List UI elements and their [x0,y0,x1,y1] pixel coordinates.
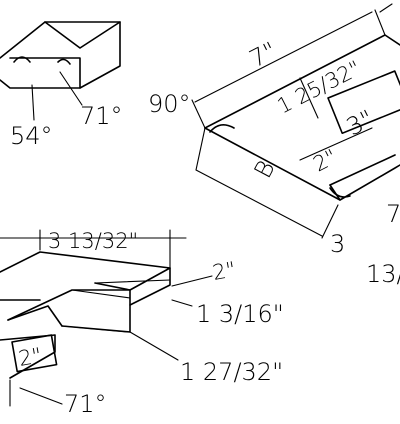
top-left-leader-a [31,84,35,121]
width-dim-line [299,77,319,119]
end-dim-box [327,70,400,135]
bar-end-face [329,154,396,186]
face-dim-label: 2" [211,257,238,285]
angle-54-label: 54° [10,122,53,150]
small-dim-box [11,334,58,373]
top-left-arc-a [13,56,31,63]
block-thickness-line [94,279,171,284]
top-right-tick [379,3,393,13]
width-label: 1 25/32" [273,56,364,118]
bottom-left-part: 3 13/32" 2" 1 3/16" 1 27/32" 2" 71° [0,229,284,418]
bar-bottom-edge [329,184,341,201]
top-left-arc-b [57,58,71,65]
corner-arc [209,124,235,133]
thickness-label: 1 3/16" [196,300,284,328]
angle-71-label: 71° [80,102,123,130]
bottom-arc [329,187,351,198]
block-mid-line [71,289,131,299]
side-dim-line [299,127,373,161]
top-left-outline [0,21,121,89]
small-dim-label: 2" [17,343,44,371]
length-ext-right [374,9,386,36]
angle-71-bottom-label: 71° [64,390,107,418]
block-slope-edge [7,305,63,327]
length-dim-line [194,11,373,103]
length-ext-left [191,99,206,129]
block-top-face [0,251,171,291]
block-right-edge [129,267,171,306]
depth-dim-line [61,325,129,333]
length-7-label: 7" [245,36,281,73]
top-right-part: 7" 90° 1 25/32" 3" 2" B 7 3 13/ [148,3,400,288]
lower-ext-right [321,204,339,239]
lower-dim-line [195,169,323,237]
top-dim-label: 3 13/32" [48,229,138,253]
depth-leader [129,331,179,361]
block-lower-left [0,334,56,379]
angle-90-label: 90° [148,90,191,118]
end-dim-label: 3" [342,104,378,141]
top-left-part: 54° 71° [0,21,123,150]
fraction-partial: 13/ [366,260,400,288]
bar-front-face [204,127,400,201]
top-left-top-edge [44,21,121,49]
top-left-inner-edge [9,57,81,89]
thickness-leader [171,299,193,307]
depth-label: 1 27/32" [180,358,283,386]
lower-ext-left [195,127,206,171]
block-front-face [7,289,131,333]
bottom-3-label: 3 [330,230,345,258]
angle-leader [19,387,63,405]
top-left-leader-b [59,71,83,106]
face-dim-leader [171,275,213,287]
edge-7-partial: 7 [386,200,400,228]
